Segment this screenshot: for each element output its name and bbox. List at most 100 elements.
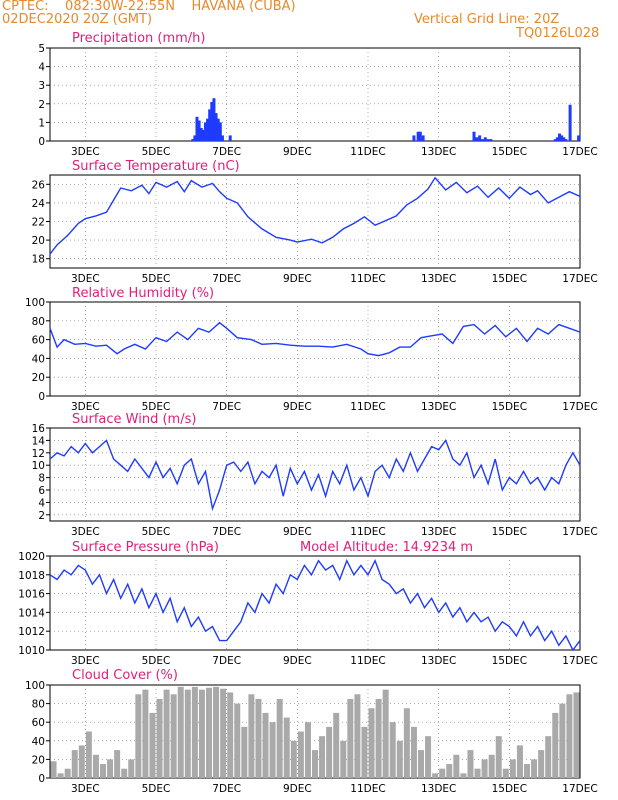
x-tick-label: 9DEC [283,273,312,285]
data-bar [199,127,203,141]
y-tick-label: 1012 [18,626,45,638]
data-bar [64,768,71,778]
data-bar [340,740,347,778]
data-bar [573,692,580,778]
y-tick-label: 8 [38,473,45,485]
x-tick-label: 3DEC [71,401,100,413]
y-tick-label: 1016 [18,589,45,601]
data-bar [410,726,417,778]
data-bar [198,689,205,778]
y-tick-label: 2 [38,510,45,522]
data-bar [214,113,218,141]
data-bar [197,120,201,141]
x-tick-label: 7DEC [212,146,241,158]
x-tick-label: 7DEC [212,526,241,538]
data-bar [114,750,121,778]
header-location: CPTEC: 082:30W-22:55N HAVANA (CUBA) [2,0,296,14]
y-tick-label: 4 [38,62,45,74]
data-bar [128,759,135,778]
header-model-id: TQ0126L028 [516,26,600,41]
y-tick-label: 20 [32,372,45,384]
data-bar [121,768,128,778]
data-bar [228,135,232,141]
y-tick-label: 0 [38,773,45,785]
data-bar [516,745,523,778]
data-bar [347,698,354,778]
data-bar [560,135,564,141]
x-tick-label: 15DEC [492,146,527,158]
panel-frame [49,555,581,651]
data-bar [135,694,142,778]
data-bar [566,694,573,778]
y-tick-label: 22 [32,217,45,229]
x-tick-label: 7DEC [212,655,241,667]
data-bar [396,740,403,778]
y-tick-label: 0 [38,391,45,403]
x-tick-label: 15DEC [492,783,527,795]
data-bar [375,698,382,778]
data-bar [312,750,318,778]
x-tick-label: 5DEC [142,273,171,285]
x-tick-label: 11DEC [350,655,385,667]
y-tick-label: 1 [38,117,45,129]
panel-frame [49,427,581,522]
x-tick-label: 3DEC [71,783,100,795]
data-bar [170,694,177,778]
data-bar [255,698,262,778]
data-bar [100,764,106,778]
y-tick-label: 24 [32,198,46,210]
y-tick-label: 40 [32,353,45,365]
data-line [49,438,581,512]
data-bar [418,750,424,778]
y-tick-label: 18 [32,254,45,266]
x-tick-label: 3DEC [71,146,100,158]
data-bar [212,98,216,141]
y-tick-label: 3 [38,80,45,92]
data-bar [559,703,566,778]
data-bar [416,131,420,141]
x-tick-label: 15DEC [492,273,527,285]
data-bar [57,773,64,778]
data-bar [418,131,422,141]
data-bar [304,722,311,778]
x-tick-label: 9DEC [283,783,312,795]
data-bar [206,118,210,141]
panel-title: Surface Temperature (nC) [72,159,240,174]
y-tick-label: 4 [38,497,45,509]
data-bar [564,139,568,141]
data-line [49,558,581,652]
y-tick-label: 1018 [18,570,45,582]
data-bar [149,712,156,778]
data-bar [241,726,248,778]
data-bar [382,689,389,778]
data-bar [425,736,432,778]
data-bar [283,717,290,778]
panel-title: Surface Pressure (hPa) [72,540,219,555]
data-bar [412,135,416,141]
data-bar [276,698,283,778]
panel-title: Surface Wind (m/s) [72,412,196,427]
x-tick-label: 5DEC [142,401,171,413]
data-bar [403,708,410,778]
data-bar [439,768,446,778]
y-tick-label: 40 [32,736,45,748]
x-tick-label: 17DEC [562,401,597,413]
data-bar [568,104,572,141]
y-tick-label: 80 [32,699,45,711]
panel-frame [49,47,581,142]
data-bar [297,731,304,778]
panel-title: Cloud Cover (%) [72,668,178,683]
data-bar [453,754,460,778]
y-tick-label: 80 [32,316,45,328]
data-bar [486,139,490,141]
data-bar [446,764,453,778]
x-tick-label: 11DEC [350,401,385,413]
data-bar [368,708,375,778]
y-tick-label: 1014 [18,607,45,619]
data-bar [421,135,425,141]
data-bar [78,745,85,778]
x-tick-label: 11DEC [350,273,385,285]
x-tick-label: 17DEC [562,526,597,538]
x-tick-label: 17DEC [562,273,597,285]
